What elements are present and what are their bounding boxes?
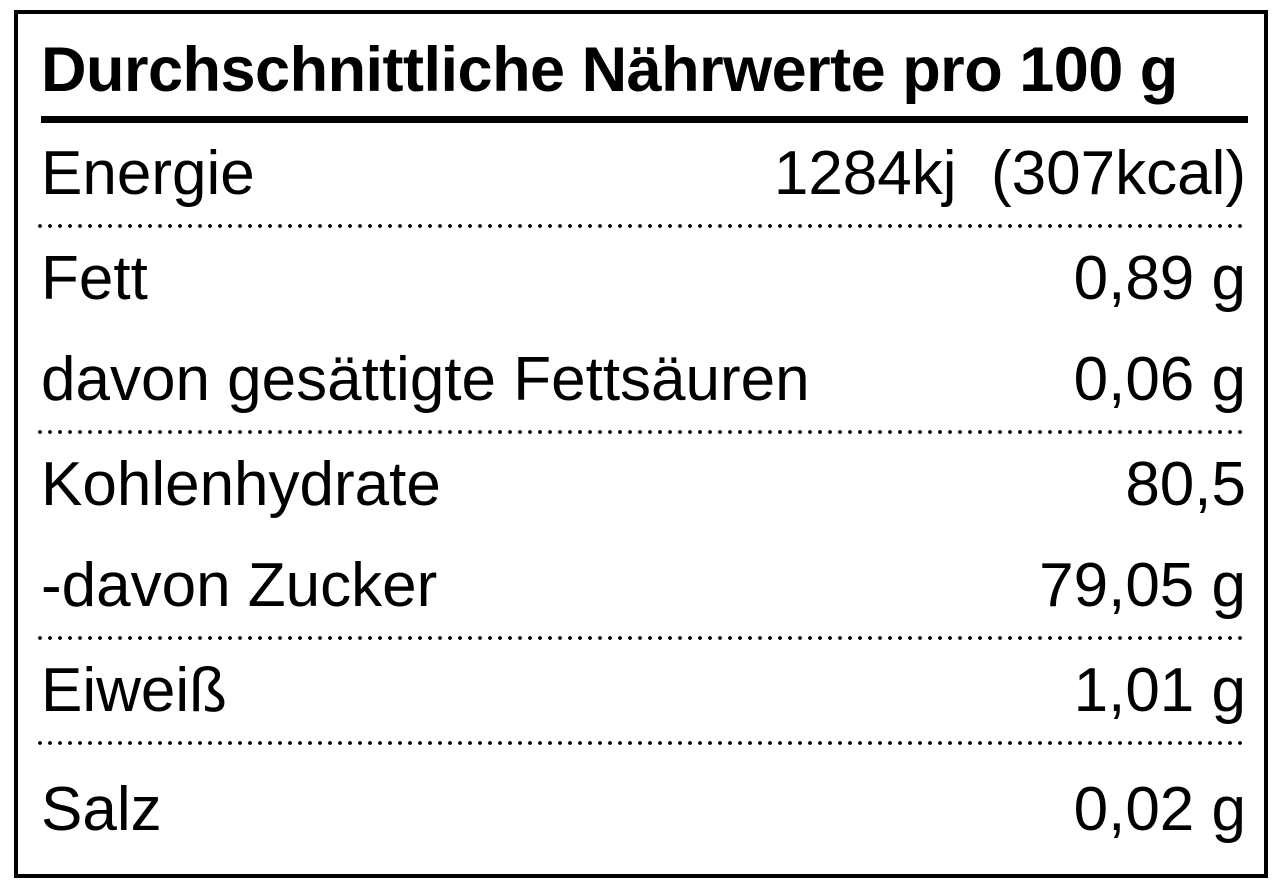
nutrition-row-fett: Fett 0,89 g [18, 228, 1264, 329]
nutrition-row-zucker: -davon Zucker 79,05 g [18, 535, 1264, 636]
row-label: Fett [41, 244, 148, 313]
row-value: 1284kj (307kcal) [773, 139, 1246, 208]
row-value: 79,05 g [1039, 551, 1246, 620]
table-title: Durchschnittliche Nährwerte pro 100 g [41, 35, 1178, 105]
table-header: Durchschnittliche Nährwerte pro 100 g [18, 14, 1264, 116]
row-value: 1,01 g [1073, 656, 1246, 725]
nutrition-row-salz: Salz 0,02 g [18, 745, 1264, 874]
row-label: Kohlenhydrate [41, 450, 441, 519]
row-value: 0,06 g [1073, 345, 1246, 414]
nutrition-row-energie: Energie 1284kj (307kcal) [18, 123, 1264, 224]
dotted-separator [38, 430, 1248, 434]
dotted-separator [38, 741, 1248, 745]
dotted-separator [38, 224, 1248, 228]
nutrition-row-kohlenhydrate: Kohlenhydrate 80,5 [18, 434, 1264, 535]
row-label: -davon Zucker [41, 551, 438, 620]
row-label: Salz [41, 775, 162, 844]
row-label: davon gesättigte Fettsäuren [41, 345, 810, 414]
row-label: Energie [41, 139, 255, 208]
title-underline [41, 116, 1248, 123]
row-value: 80,5 [1125, 450, 1246, 519]
row-value: 0,02 g [1073, 775, 1246, 844]
nutrition-table-frame: Durchschnittliche Nährwerte pro 100 g En… [14, 10, 1268, 878]
nutrition-row-eiweiss: Eiweiß 1,01 g [18, 640, 1264, 741]
row-label: Eiweiß [41, 656, 228, 725]
nutrition-row-gesaettigte-fettsaeuren: davon gesättigte Fettsäuren 0,06 g [18, 329, 1264, 430]
dotted-separator [38, 636, 1248, 640]
row-value: 0,89 g [1073, 244, 1246, 313]
